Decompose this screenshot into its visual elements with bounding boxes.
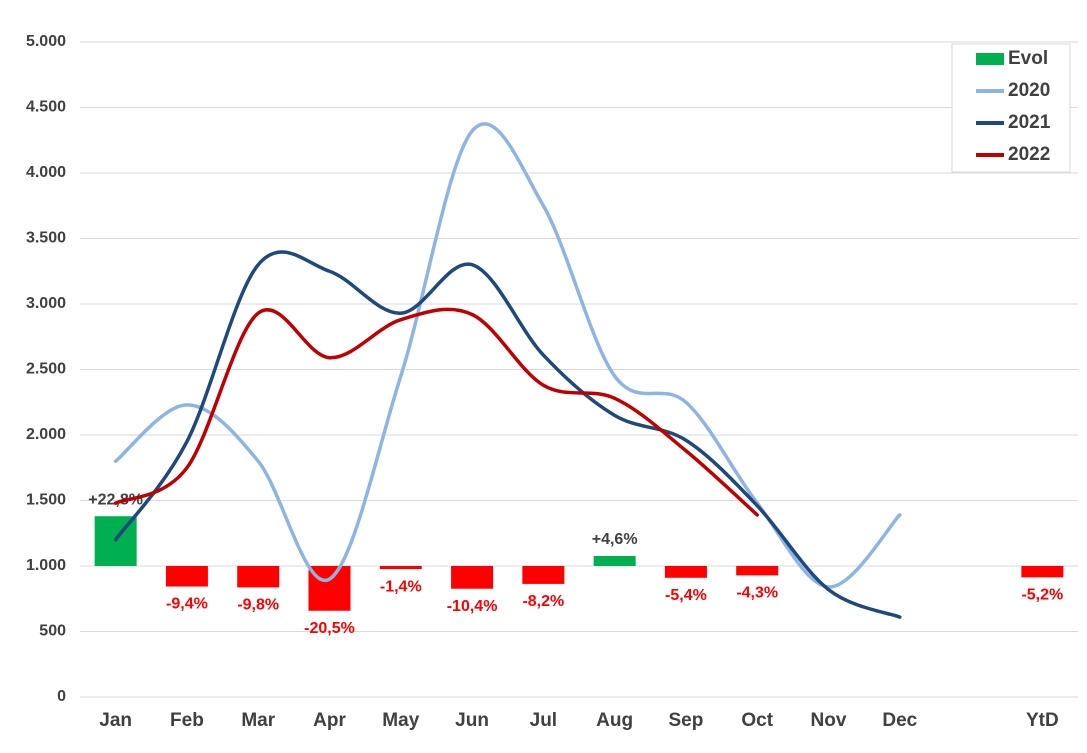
- data-label: -20,5%: [304, 620, 355, 637]
- x-tick-label: YtD: [1026, 710, 1059, 731]
- y-tick-label: 5.000: [26, 33, 66, 50]
- bar: [1021, 566, 1064, 578]
- bar: [237, 566, 280, 588]
- bar: [165, 566, 208, 587]
- y-tick-label: 3.000: [26, 295, 66, 312]
- legend-label: 2022: [1008, 144, 1050, 165]
- line: [113, 122, 902, 589]
- x-tick-label: Nov: [811, 710, 847, 731]
- x-tick-label: Sep: [668, 710, 703, 731]
- data-label: -9,8%: [237, 597, 279, 614]
- y-tick-label: 1.500: [26, 492, 66, 509]
- x-tick-label: Jan: [99, 710, 132, 731]
- x-tick-label: Aug: [596, 710, 633, 731]
- legend-label: 2021: [1008, 112, 1051, 133]
- y-tick-label: 500: [39, 623, 66, 640]
- data-label: -9,4%: [166, 596, 208, 613]
- x-tick-label: May: [382, 710, 419, 731]
- legend-box: [951, 43, 1071, 173]
- line: [113, 250, 902, 619]
- bar: [593, 555, 636, 566]
- x-tick-label: Oct: [741, 710, 773, 731]
- bar: [451, 566, 494, 589]
- y-tick-label: 3.500: [26, 230, 66, 247]
- data-label: -10,4%: [447, 598, 498, 615]
- y-tick-label: 4.500: [26, 99, 66, 116]
- data-label: -8,2%: [522, 593, 564, 610]
- line: [113, 307, 759, 517]
- y-tick-label: 0: [57, 688, 66, 705]
- data-label: +22,8%: [88, 491, 143, 508]
- legend-label: Evol: [1008, 48, 1048, 69]
- y-tick-label: 1.000: [26, 557, 66, 574]
- bar: [522, 566, 565, 584]
- bar: [664, 566, 707, 578]
- x-tick-label: Feb: [170, 710, 204, 731]
- data-label: -4,3%: [736, 585, 778, 602]
- legend-label: 2020: [1008, 80, 1050, 101]
- x-tick-label: Dec: [882, 710, 917, 731]
- data-label: +4,6%: [592, 531, 638, 548]
- legend: Evol 2020 2021 2022: [951, 43, 1071, 173]
- data-label: -5,2%: [1021, 587, 1063, 604]
- x-tick-label: Jun: [455, 710, 489, 731]
- data-label: -5,4%: [665, 587, 707, 604]
- data-label: -1,4%: [380, 578, 422, 595]
- y-tick-label: 4.000: [26, 164, 66, 181]
- y-tick-label: 2.000: [26, 426, 66, 443]
- legend-swatch: [976, 53, 1004, 65]
- y-tick-label: 2.500: [26, 361, 66, 378]
- x-tick-label: Jul: [530, 710, 557, 731]
- bar: [379, 566, 422, 570]
- x-tick-label: Mar: [241, 710, 275, 731]
- x-tick-label: Apr: [313, 710, 346, 731]
- bar: [736, 566, 779, 576]
